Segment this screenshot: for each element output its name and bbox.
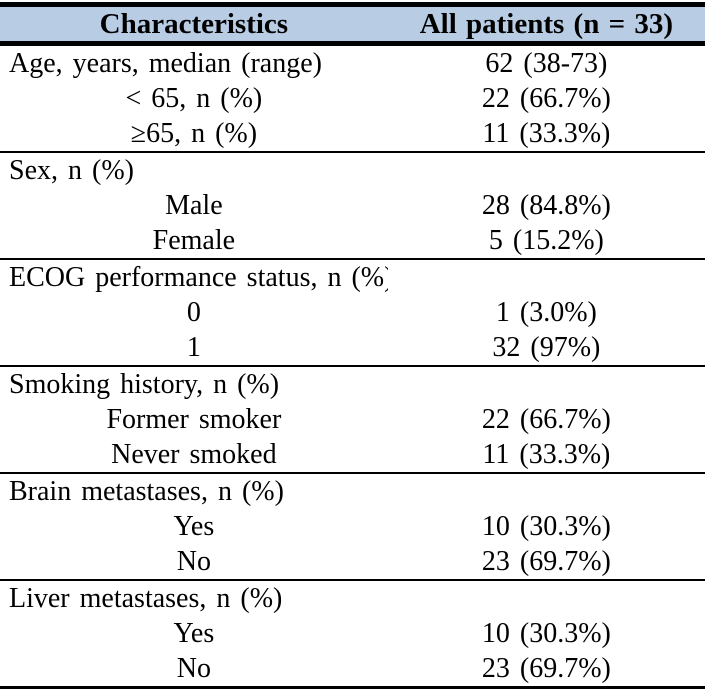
row-label: Yes <box>173 618 215 649</box>
table-row: ≥65, n (%) 11 (33.3%) <box>0 116 705 152</box>
row-label: No <box>176 546 211 577</box>
table-row: Smoking history, n (%) <box>0 365 705 402</box>
table-row: 0 1 (3.0%) <box>0 295 705 330</box>
row-label: ECOG performance status, n (%) <box>0 258 388 295</box>
row-label: 0 <box>186 297 201 328</box>
table-header-row: Characteristics All patients (n = 33) <box>0 4 705 46</box>
row-label: Smoking history, n (%) <box>0 365 388 402</box>
row-value: 23 (69.7%) <box>481 653 611 684</box>
header-characteristics: Characteristics <box>0 4 388 46</box>
row-value <box>387 579 705 616</box>
row-label: Brain metastases, n (%) <box>0 472 388 509</box>
row-label: Male <box>165 190 223 221</box>
table-row: No 23 (69.7%) <box>0 544 705 580</box>
row-value: 62 (38-73) <box>485 48 608 79</box>
row-value: 22 (66.7%) <box>481 83 611 114</box>
table-row: Male 28 (84.8%) <box>0 188 705 223</box>
table-row: Age, years, median (range) 62 (38-73) <box>0 44 705 82</box>
row-value: 10 (30.3%) <box>481 511 611 542</box>
row-label: Never smoked <box>111 439 277 470</box>
row-label: 1 <box>186 332 201 363</box>
table-row: < 65, n (%) 22 (66.7%) <box>0 81 705 116</box>
row-label: < 65, n (%) <box>125 83 263 114</box>
row-value: 32 (97%) <box>492 332 601 363</box>
row-label: Sex, n (%) <box>0 151 388 188</box>
row-value: 1 (3.0%) <box>495 297 597 328</box>
row-label: Former smoker <box>106 404 282 435</box>
row-label: Liver metastases, n (%) <box>0 579 388 616</box>
row-value <box>387 365 705 402</box>
table-row: ECOG performance status, n (%) <box>0 258 705 295</box>
table-row: Yes 10 (30.3%) <box>0 616 705 651</box>
table-row: Sex, n (%) <box>0 151 705 188</box>
row-value <box>387 151 705 188</box>
row-value: 5 (15.2%) <box>488 225 604 256</box>
row-value: 23 (69.7%) <box>481 546 611 577</box>
row-label: Yes <box>173 511 215 542</box>
header-all-patients: All patients (n = 33) <box>387 4 705 46</box>
table-row: Brain metastases, n (%) <box>0 472 705 509</box>
table-row: Female 5 (15.2%) <box>0 223 705 259</box>
table-row: Never smoked 11 (33.3%) <box>0 437 705 473</box>
table-row: Yes 10 (30.3%) <box>0 509 705 544</box>
row-value: 11 (33.3%) <box>482 439 611 470</box>
row-value: 22 (66.7%) <box>481 404 611 435</box>
row-value <box>387 472 705 509</box>
table-row: Former smoker 22 (66.7%) <box>0 402 705 437</box>
row-label: No <box>176 653 211 684</box>
row-label: ≥65, n (%) <box>130 118 258 149</box>
table-row: 1 32 (97%) <box>0 330 705 366</box>
row-value: 11 (33.3%) <box>482 118 611 149</box>
row-value <box>387 258 705 295</box>
row-label: Female <box>152 225 236 256</box>
table-row: Liver metastases, n (%) <box>0 579 705 616</box>
row-value: 10 (30.3%) <box>481 618 611 649</box>
table-row: No 23 (69.7%) <box>0 651 705 688</box>
row-label: Age, years, median (range) <box>9 48 322 79</box>
row-value: 28 (84.8%) <box>481 190 611 221</box>
